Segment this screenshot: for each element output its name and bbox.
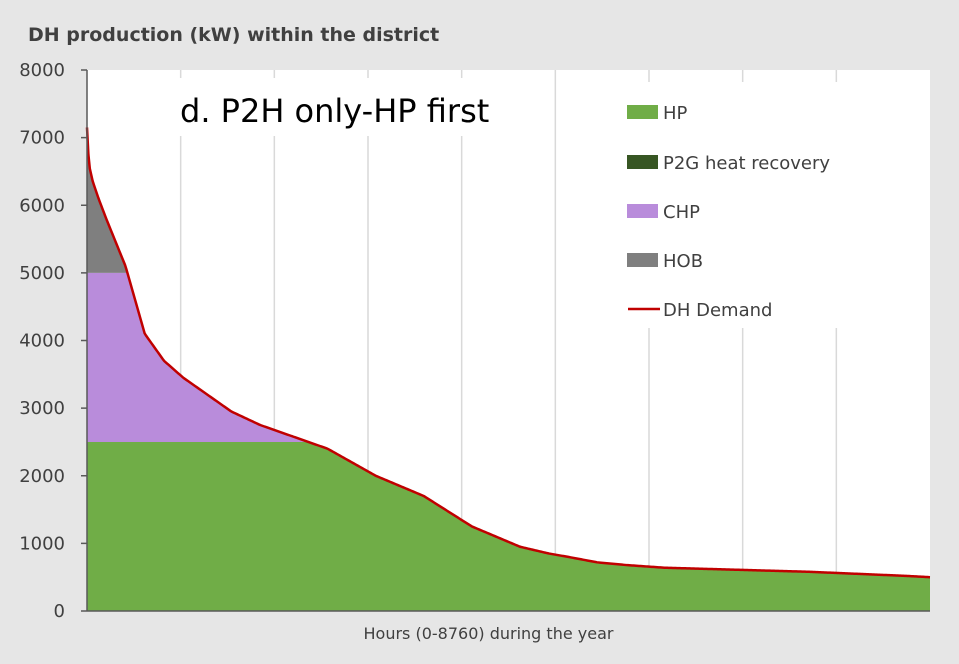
y-tick-label: 1000 [19,533,65,554]
y-tick-label: 2000 [19,466,65,487]
y-tick-label: 4000 [19,331,65,352]
legend-label: P2G heat recovery [663,153,830,174]
y-tick-label: 7000 [19,128,65,149]
legend-swatch [627,155,658,169]
legend-swatch [627,204,658,218]
legend-label: HOB [663,251,703,272]
x-axis-label: Hours (0-8760) during the year [364,624,614,643]
y-tick-label: 6000 [19,195,65,216]
area-hp [87,441,930,611]
legend-label: HP [663,103,688,124]
legend-item: HP [627,103,688,124]
y-tick-label: 3000 [19,398,65,419]
legend-swatch [627,253,658,267]
legend-label: CHP [663,202,700,223]
legend-label: DH Demand [663,300,772,321]
legend-swatch [627,105,658,119]
y-tick-label: 8000 [19,60,65,81]
legend-box [570,82,882,328]
y-tick-label: 5000 [19,263,65,284]
y-tick-label: 0 [54,601,65,622]
subtitle-box [133,78,551,136]
chart-subtitle: d. P2H only-HP first [180,92,489,130]
legend-item: CHP [627,202,700,223]
chart-title: DH production (kW) within the district [28,24,440,46]
legend-item: DH Demand [628,300,772,321]
area-chp [87,272,930,578]
legend-item: HOB [627,251,703,272]
legend-item: P2G heat recovery [627,153,830,174]
line-dh-demand [85,127,931,579]
